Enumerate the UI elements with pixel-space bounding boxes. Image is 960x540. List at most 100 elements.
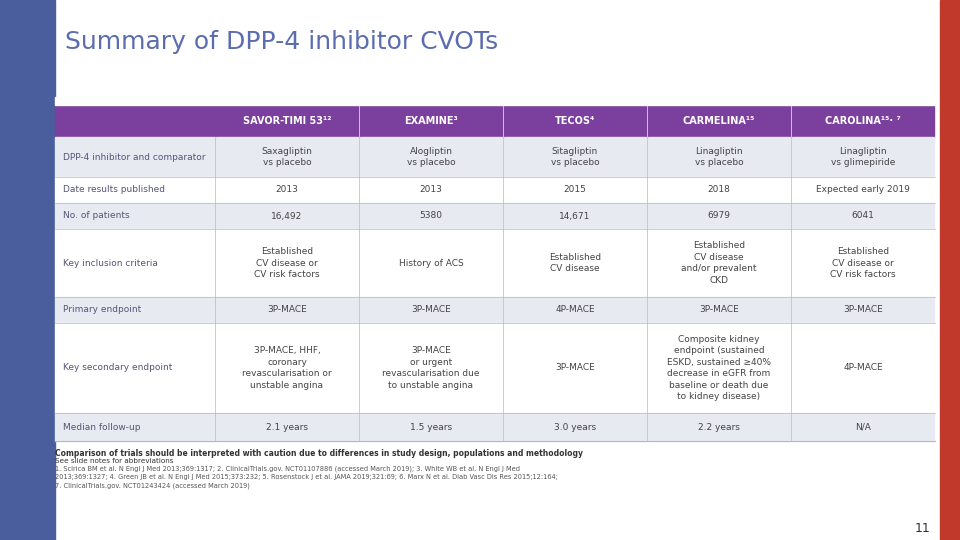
Bar <box>648 203 790 229</box>
Bar <box>648 177 790 203</box>
Bar <box>360 413 502 441</box>
Bar <box>792 413 934 441</box>
Text: TECOS⁴: TECOS⁴ <box>555 116 595 126</box>
Bar <box>504 413 646 441</box>
Text: 2.2 years: 2.2 years <box>698 422 740 431</box>
Text: History of ACS: History of ACS <box>398 259 464 267</box>
Bar <box>360 203 502 229</box>
Text: 2.1 years: 2.1 years <box>266 422 308 431</box>
Text: 3P-MACE: 3P-MACE <box>843 306 883 314</box>
Text: 3P-MACE: 3P-MACE <box>699 306 739 314</box>
Text: EXAMINE³: EXAMINE³ <box>404 116 458 126</box>
Text: 4P-MACE: 4P-MACE <box>843 363 883 373</box>
Bar <box>648 137 790 177</box>
Text: Composite kidney
endpoint (sustained
ESKD, sustained ≥40%
decrease in eGFR from
: Composite kidney endpoint (sustained ESK… <box>667 335 771 401</box>
Bar <box>504 203 646 229</box>
Bar <box>792 177 934 203</box>
Text: 3P-MACE: 3P-MACE <box>267 306 307 314</box>
Text: Expected early 2019: Expected early 2019 <box>816 186 910 194</box>
Bar <box>360 137 502 177</box>
Bar <box>216 137 358 177</box>
Text: DPP-4 inhibitor and comparator: DPP-4 inhibitor and comparator <box>63 152 205 161</box>
Bar <box>792 137 934 177</box>
Text: 3P-MACE
or urgent
revascularisation due
to unstable angina: 3P-MACE or urgent revascularisation due … <box>382 346 480 390</box>
Text: 3P-MACE, HHF,
coronary
revascularisation or
unstable angina: 3P-MACE, HHF, coronary revascularisation… <box>242 346 332 390</box>
Bar <box>55 297 215 323</box>
Bar <box>792 323 934 413</box>
Text: 14,671: 14,671 <box>560 212 590 220</box>
Bar <box>216 297 358 323</box>
Text: 2018: 2018 <box>708 186 731 194</box>
Bar <box>55 177 215 203</box>
Bar <box>504 297 646 323</box>
Text: 4P-MACE: 4P-MACE <box>555 306 595 314</box>
Bar <box>216 177 358 203</box>
Bar <box>648 413 790 441</box>
Bar <box>648 297 790 323</box>
Bar <box>360 323 502 413</box>
Bar <box>360 297 502 323</box>
Text: Linagliptin
vs placebo: Linagliptin vs placebo <box>695 147 743 167</box>
Text: 11: 11 <box>914 522 930 535</box>
Bar <box>504 229 646 297</box>
Text: Established
CV disease: Established CV disease <box>549 253 601 273</box>
Text: 2015: 2015 <box>564 186 587 194</box>
Text: Alogliptin
vs placebo: Alogliptin vs placebo <box>407 147 455 167</box>
Text: 1. Scirica BM et al. N Engl J Med 2013;369:1317; 2. ClinicalTrials.gov. NCT01107: 1. Scirica BM et al. N Engl J Med 2013;3… <box>55 466 558 489</box>
Text: Summary of DPP-4 inhibitor CVOTs: Summary of DPP-4 inhibitor CVOTs <box>65 30 498 54</box>
Text: Primary endpoint: Primary endpoint <box>63 306 141 314</box>
Bar <box>216 203 358 229</box>
Bar <box>648 229 790 297</box>
Bar <box>0 0 55 540</box>
Bar <box>792 297 934 323</box>
Bar <box>504 323 646 413</box>
Text: Date results published: Date results published <box>63 186 165 194</box>
Text: 3.0 years: 3.0 years <box>554 422 596 431</box>
Bar <box>504 137 646 177</box>
Text: Linagliptin
vs glimepiride: Linagliptin vs glimepiride <box>830 147 895 167</box>
Bar <box>216 413 358 441</box>
Text: Key inclusion criteria: Key inclusion criteria <box>63 259 157 267</box>
Text: 3P-MACE: 3P-MACE <box>411 306 451 314</box>
Text: Established
CV disease or
CV risk factors: Established CV disease or CV risk factor… <box>254 247 320 279</box>
Text: SAVOR-TIMI 53¹²: SAVOR-TIMI 53¹² <box>243 116 331 126</box>
Text: Key secondary endpoint: Key secondary endpoint <box>63 363 173 373</box>
Text: 6979: 6979 <box>708 212 731 220</box>
Bar <box>55 97 935 105</box>
Text: CARMELINA¹⁵: CARMELINA¹⁵ <box>683 116 756 126</box>
Text: No. of patients: No. of patients <box>63 212 130 220</box>
Bar <box>216 105 358 137</box>
Bar <box>940 0 960 540</box>
Bar <box>360 177 502 203</box>
Text: 3P-MACE: 3P-MACE <box>555 363 595 373</box>
Bar <box>216 229 358 297</box>
Bar <box>55 323 215 413</box>
Text: 2013: 2013 <box>420 186 443 194</box>
Text: 6041: 6041 <box>852 212 875 220</box>
Bar <box>55 137 215 177</box>
Bar <box>55 105 215 137</box>
Bar <box>792 203 934 229</box>
Text: See slide notes for abbreviations: See slide notes for abbreviations <box>55 458 174 464</box>
Text: 2013: 2013 <box>276 186 299 194</box>
Text: 16,492: 16,492 <box>272 212 302 220</box>
Bar <box>216 323 358 413</box>
Text: Established
CV disease
and/or prevalent
CKD: Established CV disease and/or prevalent … <box>682 241 756 285</box>
Text: Median follow-up: Median follow-up <box>63 422 140 431</box>
Bar <box>55 413 215 441</box>
Bar <box>360 229 502 297</box>
Bar <box>648 105 790 137</box>
Bar <box>792 105 934 137</box>
Bar <box>55 203 215 229</box>
Text: CAROLINA¹⁵· ⁷: CAROLINA¹⁵· ⁷ <box>826 116 900 126</box>
Text: Established
CV disease or
CV risk factors: Established CV disease or CV risk factor… <box>830 247 896 279</box>
Bar <box>648 323 790 413</box>
Bar <box>360 105 502 137</box>
Bar <box>504 177 646 203</box>
Text: 1.5 years: 1.5 years <box>410 422 452 431</box>
Text: Saxagliptin
vs placebo: Saxagliptin vs placebo <box>261 147 312 167</box>
Text: 5380: 5380 <box>420 212 443 220</box>
Text: Comparison of trials should be interpreted with caution due to differences in st: Comparison of trials should be interpret… <box>55 449 583 458</box>
Text: N/A: N/A <box>855 422 871 431</box>
Bar <box>55 229 215 297</box>
